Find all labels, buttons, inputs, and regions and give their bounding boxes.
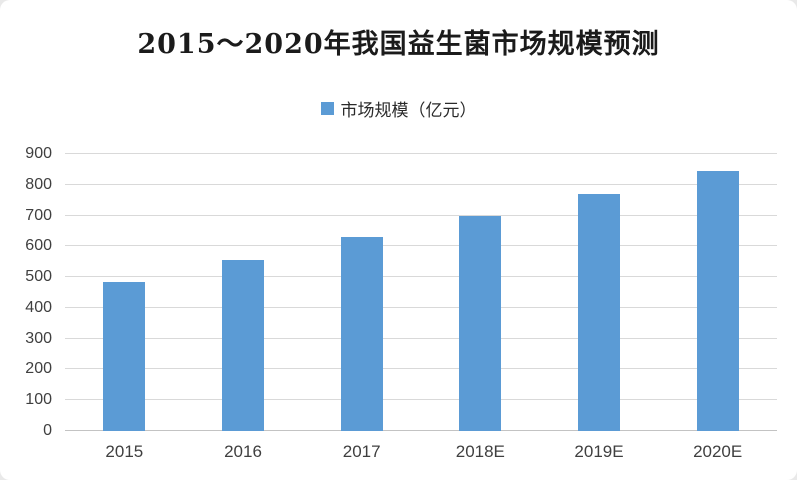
x-axis-line	[65, 430, 777, 431]
bar-2016	[222, 260, 264, 431]
plot-area	[65, 153, 777, 431]
y-tick-label: 0	[43, 422, 52, 439]
y-tick-label: 900	[25, 145, 52, 162]
gridline	[65, 245, 777, 247]
y-tick-label: 500	[25, 268, 52, 286]
gridline	[65, 368, 777, 370]
gridline	[65, 337, 777, 339]
x-tick-label-2015: 2015	[105, 442, 144, 461]
x-tick-label-2018E: 2018E	[455, 442, 505, 461]
chart-title: 2015～2020年我国益生菌市场规模预测	[137, 29, 660, 60]
bar-2015	[103, 281, 146, 431]
y-tick-label: 300	[25, 329, 52, 347]
gridline	[65, 306, 777, 308]
gridline	[65, 153, 777, 154]
x-axis: 2015 2016 2017 2018E 2019E 2020E	[65, 443, 777, 467]
y-tick-label: 800	[25, 175, 52, 193]
gridline	[65, 183, 777, 185]
y-tick-label: 200	[25, 360, 52, 378]
x-tick-label-2019E: 2019E	[574, 442, 624, 461]
chart-legend: 市场规模（亿元）	[0, 96, 797, 121]
x-tick-label-2017: 2017	[342, 442, 381, 461]
x-tick-label-2016: 2016	[224, 442, 262, 461]
bar-2018E	[459, 215, 502, 431]
x-tick-label-2020E: 2020E	[693, 442, 743, 461]
y-tick-label: 400	[25, 298, 52, 316]
gridline	[65, 276, 777, 278]
y-tick-label: 600	[25, 237, 52, 255]
y-axis: 0 100 200 300 400 500 600 700 800 900	[0, 146, 52, 439]
gridline	[65, 399, 777, 401]
y-tick-label: 100	[25, 391, 52, 409]
legend-marker-icon	[320, 102, 334, 115]
bar-2019E	[578, 194, 620, 431]
y-tick-label: 700	[25, 206, 52, 224]
bar-2017	[340, 237, 383, 431]
bar-2020E	[696, 170, 739, 431]
gridline	[65, 214, 777, 216]
legend-label: 市场规模（亿元）	[340, 101, 477, 121]
